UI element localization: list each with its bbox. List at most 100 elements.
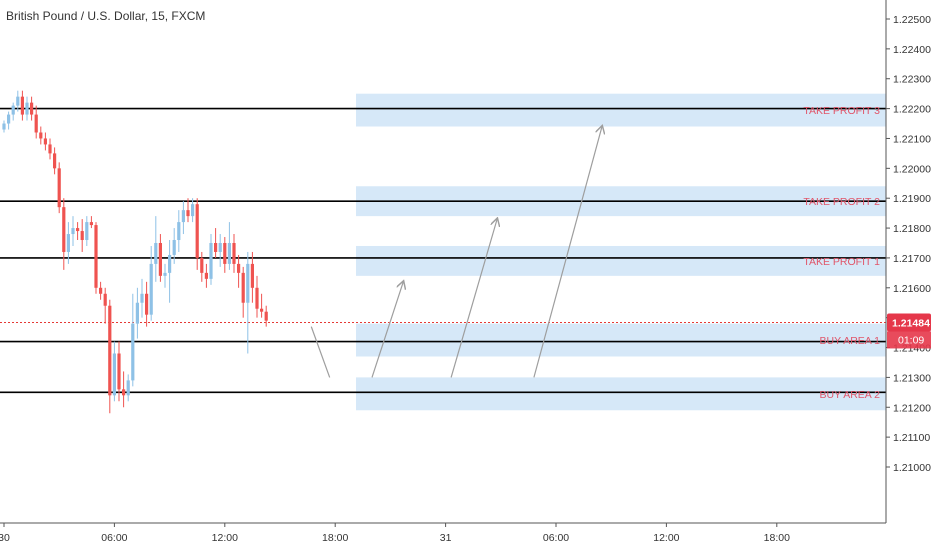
candle-body — [57, 168, 61, 208]
candle-body — [20, 96, 24, 115]
x-tick-label: 12:00 — [653, 532, 679, 544]
candle-body — [85, 222, 89, 241]
candle-body — [200, 257, 204, 273]
y-tick-label: 1.21000 — [893, 462, 931, 474]
x-tick-label: 06:00 — [101, 532, 127, 544]
x-tick-label: 18:00 — [764, 532, 790, 544]
candle-body — [186, 210, 190, 217]
candle-body — [241, 272, 245, 303]
price-badge — [887, 313, 931, 332]
candle-body — [223, 243, 227, 264]
candle-body — [232, 243, 236, 264]
zone-label-0: TAKE PROFIT 3 — [803, 105, 880, 117]
candle-body — [145, 293, 149, 315]
projection-arrow-0 — [371, 282, 403, 378]
zone-2 — [356, 245, 886, 276]
candle-body — [16, 96, 20, 106]
candle-body — [181, 210, 185, 223]
price-badge-text: 1.21484 — [892, 317, 930, 329]
time-axis-bg — [0, 523, 932, 550]
y-tick-label: 1.21200 — [893, 402, 931, 414]
candle-body — [131, 323, 135, 381]
candle-body — [218, 243, 222, 252]
x-tick-label: 18:00 — [322, 532, 348, 544]
candle-body — [34, 114, 38, 133]
candle-body — [30, 102, 34, 115]
candle-body — [209, 243, 213, 279]
candle-body — [204, 272, 208, 279]
candle-body — [255, 287, 259, 309]
y-tick-label: 1.21600 — [893, 283, 931, 295]
candle-body — [53, 153, 57, 169]
y-tick-label: 1.22000 — [893, 163, 931, 175]
projection-arrow-2 — [533, 127, 602, 378]
y-tick-label: 1.22400 — [893, 44, 931, 56]
candle-body — [122, 389, 126, 396]
candle-body — [80, 231, 84, 241]
candle-body — [25, 102, 29, 115]
candle-body — [103, 293, 107, 306]
candle-body — [158, 243, 162, 276]
candle-body — [154, 243, 158, 264]
price-axis-bg — [886, 0, 932, 550]
y-tick-label: 1.22100 — [893, 133, 931, 145]
candle-body — [168, 254, 172, 273]
countdown-badge — [887, 331, 931, 349]
candle-body — [2, 123, 6, 130]
candle-body — [264, 311, 268, 321]
candle-body — [237, 263, 241, 273]
chart-title: British Pound / U.S. Dollar, 15, FXCM — [6, 9, 206, 23]
y-tick-label: 1.22200 — [893, 104, 931, 116]
x-tick-label: 12:00 — [212, 532, 238, 544]
candle-body — [140, 293, 144, 303]
candle-body — [117, 353, 121, 390]
candle-body — [195, 204, 199, 258]
projection-arrow-1 — [450, 219, 497, 378]
candle-body — [99, 287, 103, 294]
countdown-text: 01:09 — [898, 334, 924, 346]
y-tick-label: 1.21900 — [893, 193, 931, 205]
candle-body — [260, 308, 264, 312]
candle-body — [227, 243, 231, 264]
candle-body — [250, 263, 254, 288]
candle-body — [7, 114, 11, 124]
candle-body — [39, 132, 43, 139]
y-tick-label: 1.21100 — [893, 432, 930, 444]
zone-3 — [356, 323, 886, 357]
candle-body — [135, 302, 139, 324]
y-tick-label: 1.21800 — [893, 223, 931, 235]
candle-body — [149, 263, 153, 315]
candle-body — [89, 222, 93, 226]
candle-body — [94, 225, 98, 288]
candle-body — [71, 228, 75, 235]
y-tick-label: 1.22500 — [893, 14, 931, 26]
y-tick-label: 1.21700 — [893, 253, 931, 265]
zone-4 — [356, 377, 886, 411]
candle-body — [66, 234, 70, 252]
candle-body — [214, 243, 218, 252]
candle-body — [48, 144, 52, 154]
candle-body — [43, 138, 47, 145]
candle-body — [126, 380, 130, 396]
zone-label-1: TAKE PROFIT 2 — [803, 196, 880, 208]
candle-body — [191, 204, 195, 217]
candle-body — [76, 228, 80, 232]
candle-body — [112, 353, 116, 396]
candle-body — [11, 105, 15, 115]
candle-body — [246, 263, 250, 303]
candle-body — [172, 240, 176, 255]
x-tick-label: 31 — [440, 532, 452, 544]
x-tick-label: 30 — [0, 532, 10, 544]
x-tick-label: 06:00 — [543, 532, 569, 544]
zone-0 — [356, 93, 886, 127]
y-tick-label: 1.22300 — [893, 74, 931, 86]
y-tick-label: 1.21300 — [893, 372, 931, 384]
zone-label-3: BUY AREA 1 — [819, 335, 880, 347]
candle-body — [108, 305, 112, 396]
projection-line — [310, 326, 331, 378]
candle-body — [163, 272, 167, 276]
candle-body — [62, 207, 66, 252]
candle-body — [177, 222, 181, 241]
zone-label-4: BUY AREA 2 — [819, 389, 880, 401]
